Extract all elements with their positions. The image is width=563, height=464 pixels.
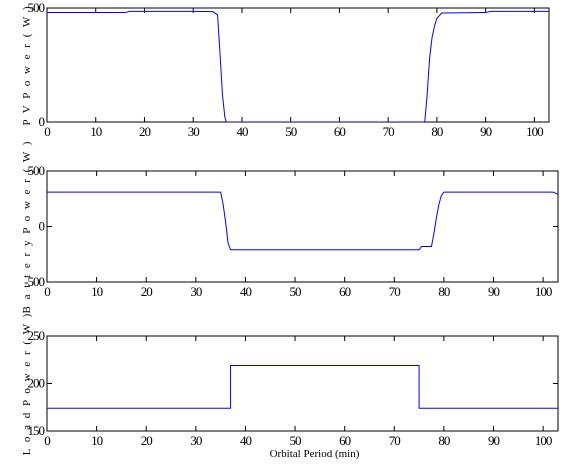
pv-y-tick-label: 0 [39, 114, 45, 129]
load-x-tick-label: 20 [141, 433, 153, 448]
pv-ylabel: P V P o w e r ( W ) [21, 4, 33, 125]
load-series-line [47, 364, 558, 409]
battery-series-line [47, 191, 558, 251]
battery-x-tick-label: 70 [389, 284, 401, 299]
battery-x-tick-label: 10 [91, 284, 103, 299]
battery-x-tick-label: 30 [190, 284, 202, 299]
battery-axes-frame [46, 170, 559, 283]
pv-x-tick-label: 100 [526, 124, 543, 139]
load-x-tick-label: 30 [190, 433, 202, 448]
battery-x-tick-label: 100 [535, 284, 552, 299]
load-x-tick-label: 80 [438, 433, 450, 448]
load-x-tick-label: 60 [339, 433, 351, 448]
load-x-tick-label: 70 [389, 433, 401, 448]
pv-x-tick-label: 60 [334, 124, 346, 139]
load-x-tick-label: 10 [91, 433, 103, 448]
battery-x-tick-label: 80 [438, 284, 450, 299]
pv-axes-frame [46, 7, 550, 123]
pv-x-tick-label: 20 [139, 124, 151, 139]
battery-x-tick-label: 60 [339, 284, 351, 299]
battery-x-tick-label: 0 [44, 284, 50, 299]
pv-x-tick-label: 70 [383, 124, 395, 139]
pv-x-tick-label: 30 [188, 124, 200, 139]
load-x-tick-label: 40 [240, 433, 252, 448]
pv-x-tick-label: 10 [90, 124, 102, 139]
load-x-tick-label: 100 [535, 433, 552, 448]
pv-x-tick-label: 0 [44, 124, 50, 139]
load-ylabel: L o a d P o w e r ( W ) [21, 312, 33, 455]
pv-x-tick-label: 90 [480, 124, 492, 139]
battery-x-tick-label: 90 [488, 284, 500, 299]
load-y-tick-label: 200 [28, 376, 45, 391]
load-y-tick-label: 250 [28, 328, 45, 343]
load-x-tick-label: 90 [488, 433, 500, 448]
load-x-tick-label: 50 [290, 433, 302, 448]
battery-x-tick-label: 50 [290, 284, 302, 299]
battery-ylabel: B a t t e r y P o w e r ( W ) [21, 140, 33, 314]
battery-x-tick-label: 40 [240, 284, 252, 299]
battery-x-tick-label: 20 [141, 284, 153, 299]
pv-series-line [47, 10, 549, 122]
load-axes-frame [46, 335, 559, 432]
pv-x-tick-label: 50 [285, 124, 297, 139]
load-y-tick-label: 150 [28, 423, 45, 438]
pv-y-tick-label: 500 [28, 0, 45, 15]
battery-y-tick-label: -500 [24, 274, 44, 289]
battery-y-tick-label: 500 [28, 163, 45, 178]
load-xlabel: Orbital Period (min) [270, 448, 360, 460]
battery-y-tick-label: 0 [39, 219, 45, 234]
pv-x-tick-label: 80 [431, 124, 443, 139]
load-x-tick-label: 0 [44, 433, 50, 448]
pv-x-tick-label: 40 [236, 124, 248, 139]
